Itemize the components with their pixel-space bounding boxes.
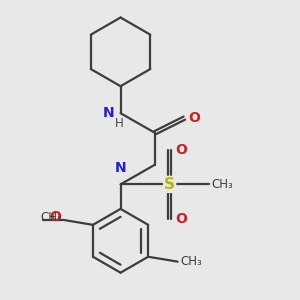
Text: CH₃: CH₃ [40, 212, 62, 224]
Text: CH₃: CH₃ [181, 255, 202, 268]
Text: O: O [176, 143, 188, 157]
Text: S: S [164, 177, 175, 192]
Text: CH₃: CH₃ [212, 178, 234, 191]
Text: O: O [188, 111, 200, 125]
Text: O: O [176, 212, 188, 226]
Text: O: O [50, 210, 61, 224]
Text: H: H [115, 118, 124, 130]
Text: N: N [103, 106, 115, 120]
Text: N: N [115, 160, 126, 175]
